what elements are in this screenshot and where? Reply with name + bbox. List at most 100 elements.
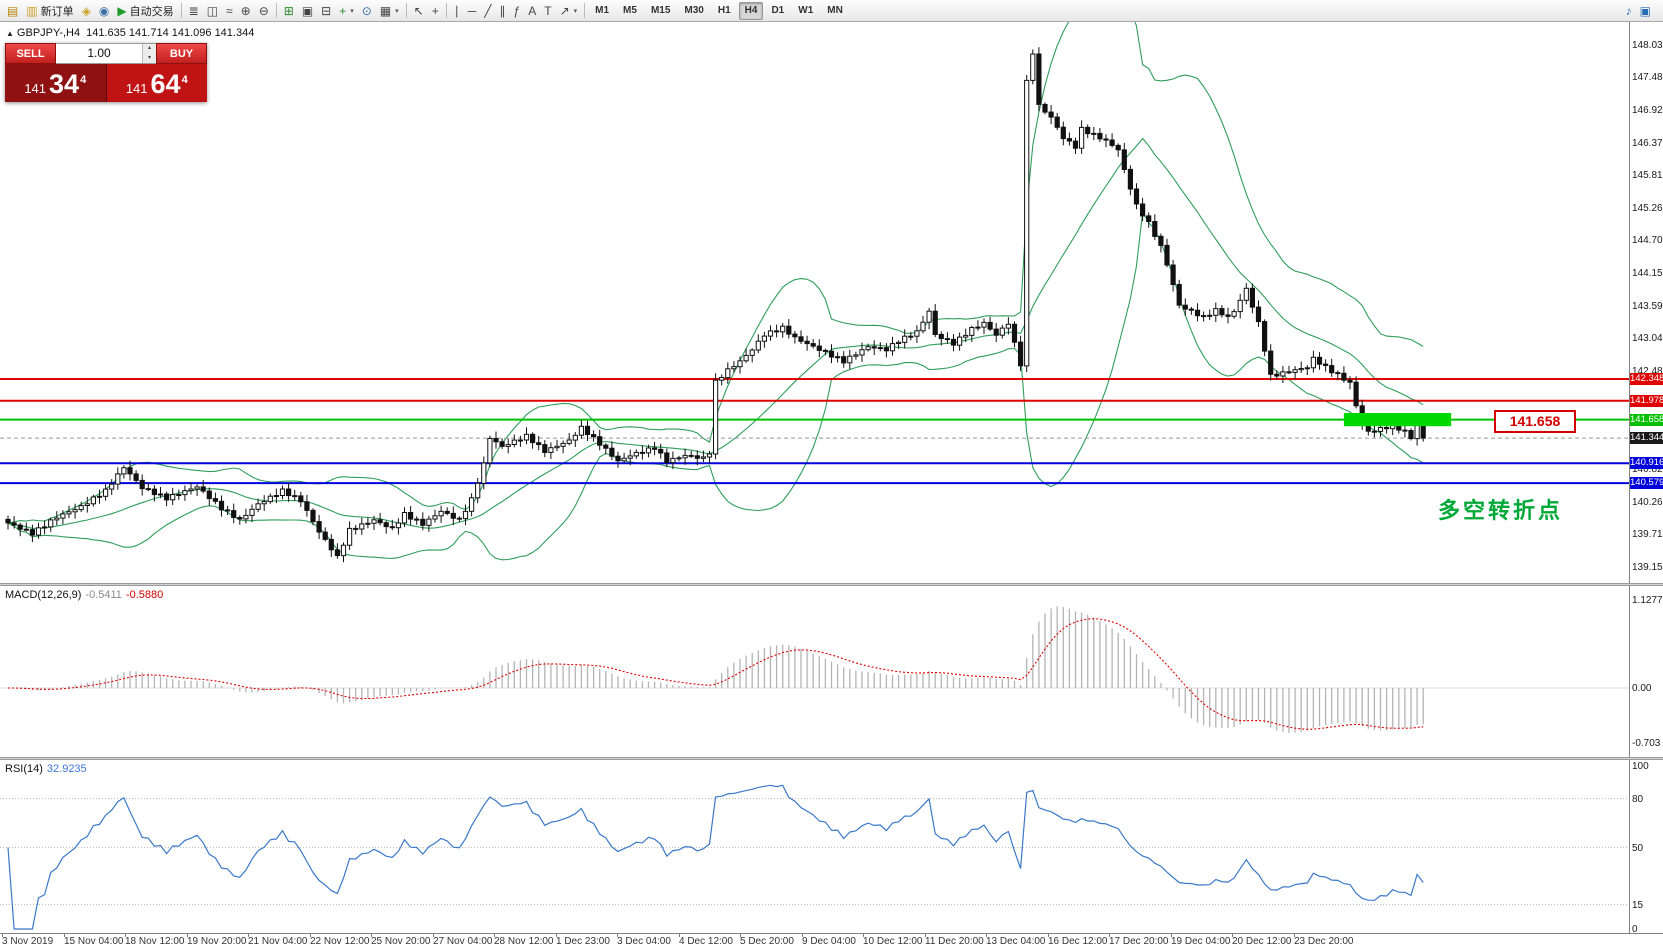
panel-separator[interactable]: [0, 583, 1663, 586]
timeframe-m30[interactable]: M30: [684, 4, 704, 16]
cascade-windows-icon[interactable]: ▣: [298, 0, 317, 21]
turning-point-note[interactable]: 多空转折点: [1438, 498, 1564, 523]
time-axis-tick: [1294, 934, 1295, 937]
tile-windows-icon: ⊞: [283, 3, 294, 18]
price-badge: 141.658: [1630, 414, 1663, 426]
time-axis-label: 19 Dec 04:00: [1171, 936, 1231, 947]
timeframe-m5[interactable]: M5: [623, 4, 637, 16]
timeframe-toolbar: M1 M5 M15 M30 H1 H4 D1 W1 MN: [588, 0, 850, 22]
channel-icon[interactable]: ∥: [496, 0, 510, 21]
bar-chart-icon[interactable]: ≣: [185, 0, 203, 21]
time-axis-tick: [1232, 934, 1233, 937]
rsi-chart[interactable]: [0, 760, 1630, 933]
symbol-marker-icon: ▲: [6, 29, 14, 38]
chart-template-icon[interactable]: ▦ ▾: [376, 0, 403, 21]
vertical-line-icon[interactable]: ∣: [450, 0, 464, 21]
time-axis-label: 13 Dec 04:00: [986, 936, 1046, 947]
trendline-icon[interactable]: ╱: [480, 0, 495, 21]
time-axis-label: 19 Nov 20:00: [187, 936, 247, 947]
macd-value-axis[interactable]: 1.1277 0.00 -0.703: [1629, 586, 1663, 757]
price-axis-label: 140.820: [1632, 464, 1663, 475]
text-icon[interactable]: A: [524, 0, 540, 21]
rsi-axis-label: 15: [1632, 900, 1644, 911]
candlestick-chart[interactable]: [0, 22, 1630, 583]
horizontal-line-icon[interactable]: ─: [464, 0, 481, 21]
time-axis-label: 16 Dec 12:00: [1048, 936, 1108, 947]
period-clock-icon[interactable]: ⊙: [358, 0, 376, 21]
macd-name: MACD(12,26,9): [5, 589, 82, 601]
sell-button[interactable]: SELL: [5, 43, 56, 64]
time-axis[interactable]: 3 Nov 2019 15 Nov 04:00 18 Nov 12:00 19 Nov…: [0, 933, 1663, 947]
price-axis[interactable]: 148.035 147.480 146.925 146.370 145.815 145.2…: [1629, 22, 1663, 583]
price-axis-label: 140.265: [1632, 497, 1663, 508]
buy-price-figure: 141: [125, 81, 148, 96]
time-axis-label: 17 Dec 20:00: [1109, 936, 1169, 947]
new-chart-icon[interactable]: + ▾: [335, 0, 358, 21]
timeframe-h4[interactable]: H4: [738, 1, 764, 20]
time-axis-label: 5 Dec 20:00: [740, 936, 794, 947]
buy-button[interactable]: BUY: [156, 43, 207, 64]
timeframe-w1[interactable]: W1: [798, 4, 814, 16]
sell-price-figure: 141: [24, 81, 47, 96]
arrows-icon-dropdown[interactable]: ▾: [573, 7, 578, 15]
rsi-title: RSI(14) 32.9235: [5, 763, 87, 775]
horizontal-line-icon: ─: [467, 3, 477, 18]
volume-up-button[interactable]: ▴: [143, 44, 156, 54]
terminal-icon: ▤: [7, 3, 19, 18]
macd-axis-label: -0.703: [1632, 738, 1661, 749]
volume-spinner[interactable]: 1.00 ▴ ▾: [56, 43, 156, 64]
arrange-windows-icon[interactable]: ⊟: [317, 0, 335, 21]
workspace-icon[interactable]: ▣: [1636, 0, 1655, 21]
candlestick-chart-icon[interactable]: ◫: [203, 0, 222, 21]
arrange-windows-icon: ⊟: [321, 3, 332, 18]
terminal-icon[interactable]: ▤: [3, 0, 22, 21]
panel-separator[interactable]: [0, 757, 1663, 760]
zoom-in-icon: ⊕: [240, 3, 251, 18]
price-badge: 141.978: [1630, 395, 1663, 407]
time-axis-label: 10 Dec 12:00: [863, 936, 923, 947]
auto-trading-button[interactable]: ▶ 自动交易: [113, 0, 177, 21]
history-center-icon[interactable]: ◈: [78, 0, 95, 21]
timeframe-d1[interactable]: D1: [771, 4, 785, 16]
history-center-icon: ◈: [81, 3, 91, 18]
help-icon[interactable]: ◉: [95, 0, 113, 21]
line-chart-icon[interactable]: ≈: [222, 0, 237, 21]
new-chart-icon-dropdown[interactable]: ▾: [350, 7, 354, 15]
zoom-in-icon[interactable]: ⊕: [237, 0, 255, 21]
sell-price-display[interactable]: 141 34 4: [5, 64, 107, 102]
time-axis-label: 22 Nov 12:00: [310, 936, 370, 947]
rsi-value-axis[interactable]: 100 80 50 15 0: [1629, 760, 1663, 933]
volume-down-button[interactable]: ▾: [143, 53, 156, 63]
price-axis-label: 145.815: [1632, 170, 1663, 181]
fibonacci-icon[interactable]: ƒ: [510, 0, 525, 21]
price-axis-label: 146.925: [1632, 105, 1663, 116]
price-level-annotation[interactable]: 141.658: [1494, 410, 1576, 433]
time-axis-label: 9 Dec 04:00: [802, 936, 856, 947]
price-axis-label: 145.260: [1632, 203, 1663, 214]
buy-price-display[interactable]: 141 64 4: [106, 64, 207, 102]
chart-template-icon-dropdown[interactable]: ▾: [395, 7, 399, 15]
timeframe-mn[interactable]: MN: [827, 4, 843, 16]
crosshair-icon[interactable]: +: [428, 0, 443, 21]
time-axis-label: 4 Dec 12:00: [679, 936, 733, 947]
time-axis-tick: [125, 934, 126, 937]
macd-chart[interactable]: [0, 586, 1630, 757]
cursor-icon[interactable]: ↖: [410, 0, 428, 21]
zoom-out-icon[interactable]: ⊖: [255, 0, 273, 21]
candlestick-chart-icon: ◫: [206, 3, 219, 18]
time-axis-tick: [740, 934, 741, 937]
time-axis-tick: [1109, 934, 1110, 937]
time-axis-label: 28 Nov 12:00: [494, 936, 554, 947]
tile-windows-icon[interactable]: ⊞: [280, 0, 298, 21]
new-order-button[interactable]: ▥ 新订单: [22, 0, 77, 21]
text-label-icon[interactable]: T: [540, 0, 555, 21]
timeframe-m15[interactable]: M15: [650, 4, 671, 16]
timeframe-m1[interactable]: M1: [595, 4, 610, 16]
time-axis-tick: [679, 934, 680, 937]
arrows-icon[interactable]: ↗ ▾: [556, 0, 582, 21]
timeframe-h1[interactable]: H1: [717, 4, 731, 16]
macd-axis-label: 1.1277: [1632, 595, 1663, 606]
sound-alert-icon[interactable]: ♪: [1622, 0, 1636, 21]
auto-trading-button: ▶: [117, 3, 127, 18]
volume-value[interactable]: 1.00: [87, 46, 111, 60]
